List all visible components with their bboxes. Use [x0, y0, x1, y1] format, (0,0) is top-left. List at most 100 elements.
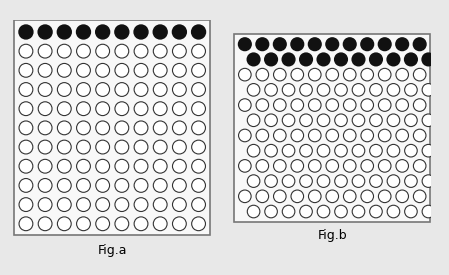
- Circle shape: [379, 68, 391, 81]
- Circle shape: [96, 64, 110, 77]
- Circle shape: [405, 175, 417, 187]
- Circle shape: [396, 190, 409, 203]
- Circle shape: [38, 198, 52, 211]
- Circle shape: [379, 99, 391, 111]
- Circle shape: [422, 53, 435, 66]
- Circle shape: [57, 198, 71, 211]
- Circle shape: [414, 68, 426, 81]
- Circle shape: [379, 38, 391, 51]
- Circle shape: [172, 140, 186, 154]
- Circle shape: [153, 159, 167, 173]
- Circle shape: [317, 175, 330, 187]
- Circle shape: [405, 53, 417, 66]
- Circle shape: [317, 144, 330, 157]
- Circle shape: [77, 44, 90, 58]
- Circle shape: [96, 25, 110, 39]
- Circle shape: [326, 38, 339, 51]
- Circle shape: [343, 38, 356, 51]
- Circle shape: [238, 68, 251, 81]
- Circle shape: [96, 198, 110, 211]
- Circle shape: [282, 205, 295, 218]
- Circle shape: [405, 144, 417, 157]
- Circle shape: [335, 114, 347, 126]
- Circle shape: [19, 198, 33, 211]
- Circle shape: [134, 159, 148, 173]
- Circle shape: [422, 175, 435, 187]
- Circle shape: [308, 68, 321, 81]
- Circle shape: [265, 175, 277, 187]
- Circle shape: [134, 82, 148, 97]
- Circle shape: [77, 159, 90, 173]
- Circle shape: [38, 217, 52, 231]
- Circle shape: [282, 144, 295, 157]
- Circle shape: [96, 217, 110, 231]
- Circle shape: [238, 160, 251, 172]
- Circle shape: [396, 38, 409, 51]
- Circle shape: [265, 53, 277, 66]
- Circle shape: [172, 82, 186, 97]
- Circle shape: [387, 84, 400, 96]
- Circle shape: [115, 82, 129, 97]
- Circle shape: [361, 38, 374, 51]
- Circle shape: [57, 159, 71, 173]
- Circle shape: [115, 121, 129, 135]
- Circle shape: [192, 25, 206, 39]
- Circle shape: [77, 198, 90, 211]
- Circle shape: [343, 129, 356, 142]
- Circle shape: [153, 82, 167, 97]
- Circle shape: [370, 144, 382, 157]
- Circle shape: [77, 25, 90, 39]
- Circle shape: [134, 102, 148, 116]
- Circle shape: [361, 129, 374, 142]
- Circle shape: [422, 84, 435, 96]
- Circle shape: [134, 178, 148, 192]
- Circle shape: [335, 205, 347, 218]
- Circle shape: [335, 53, 347, 66]
- Circle shape: [115, 198, 129, 211]
- Circle shape: [282, 53, 295, 66]
- Circle shape: [192, 44, 206, 58]
- Circle shape: [370, 205, 382, 218]
- Circle shape: [352, 205, 365, 218]
- Circle shape: [300, 114, 313, 126]
- Circle shape: [134, 140, 148, 154]
- Circle shape: [370, 114, 382, 126]
- Circle shape: [422, 205, 435, 218]
- Circle shape: [387, 114, 400, 126]
- Circle shape: [238, 129, 251, 142]
- Circle shape: [96, 102, 110, 116]
- Circle shape: [265, 144, 277, 157]
- Circle shape: [343, 160, 356, 172]
- Circle shape: [317, 53, 330, 66]
- Circle shape: [396, 129, 409, 142]
- Circle shape: [247, 84, 260, 96]
- Circle shape: [19, 121, 33, 135]
- Circle shape: [282, 84, 295, 96]
- Circle shape: [153, 217, 167, 231]
- Circle shape: [370, 175, 382, 187]
- Circle shape: [57, 140, 71, 154]
- Circle shape: [134, 121, 148, 135]
- Circle shape: [192, 217, 206, 231]
- Circle shape: [308, 99, 321, 111]
- Circle shape: [247, 175, 260, 187]
- Circle shape: [153, 198, 167, 211]
- Circle shape: [115, 159, 129, 173]
- Circle shape: [273, 38, 286, 51]
- Circle shape: [115, 102, 129, 116]
- Circle shape: [396, 68, 409, 81]
- Circle shape: [57, 178, 71, 192]
- Circle shape: [282, 114, 295, 126]
- Circle shape: [265, 84, 277, 96]
- Circle shape: [352, 84, 365, 96]
- Circle shape: [414, 190, 426, 203]
- Circle shape: [317, 114, 330, 126]
- Circle shape: [115, 44, 129, 58]
- Circle shape: [335, 175, 347, 187]
- Circle shape: [396, 99, 409, 111]
- Circle shape: [256, 68, 269, 81]
- Circle shape: [396, 160, 409, 172]
- Circle shape: [172, 102, 186, 116]
- Circle shape: [335, 144, 347, 157]
- Circle shape: [19, 217, 33, 231]
